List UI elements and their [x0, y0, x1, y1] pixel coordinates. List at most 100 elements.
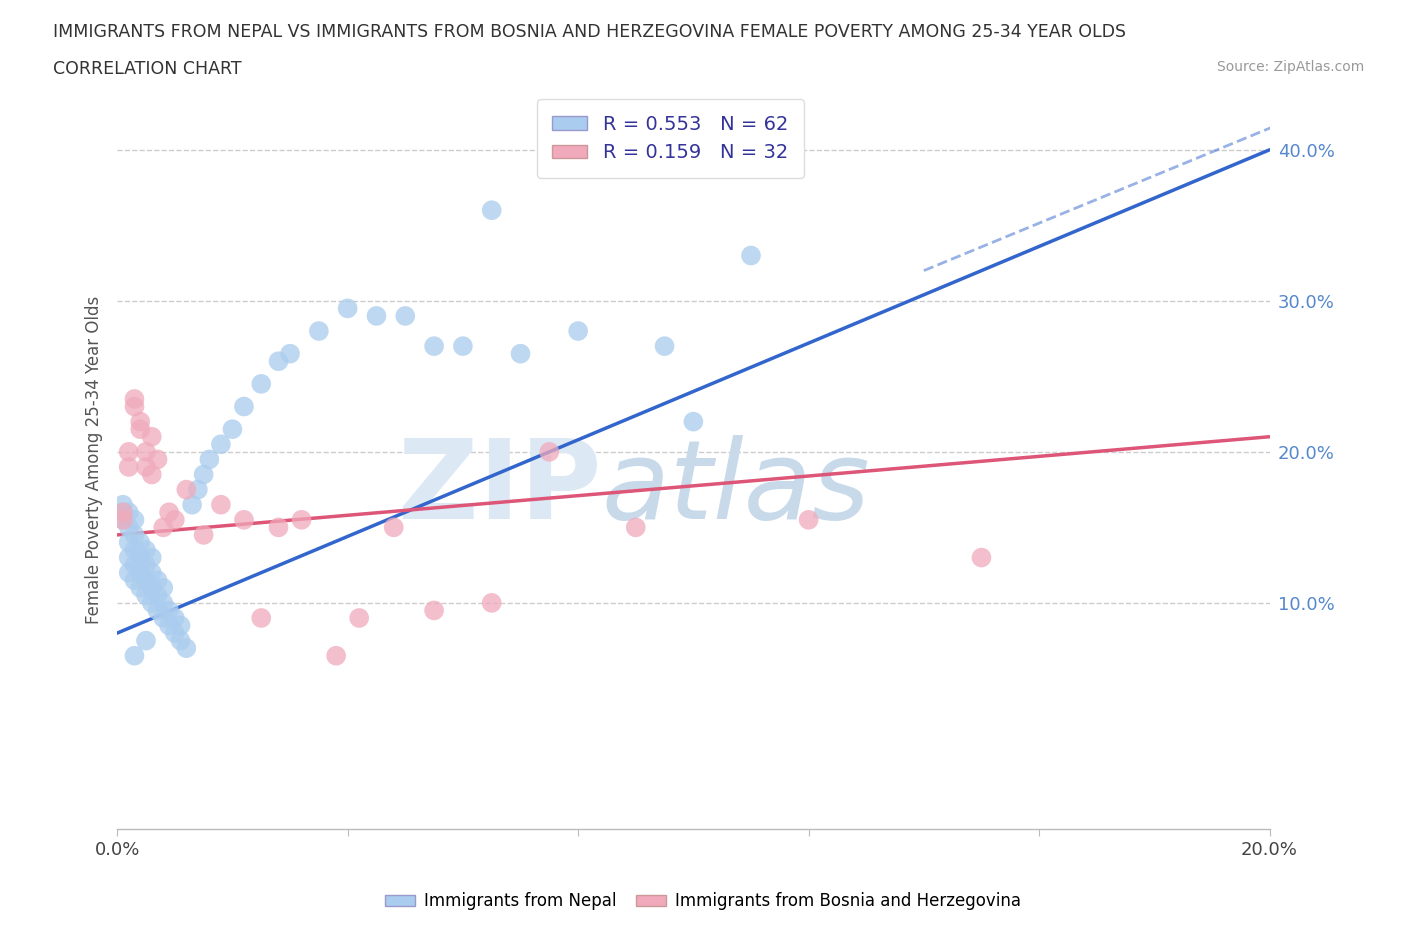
Point	[146, 603, 169, 618]
Point	[233, 399, 256, 414]
Point	[135, 558, 157, 573]
Point	[135, 445, 157, 459]
Point	[141, 430, 163, 445]
Point	[129, 580, 152, 595]
Point	[193, 527, 215, 542]
Point	[267, 520, 290, 535]
Point	[481, 595, 503, 610]
Point	[124, 527, 146, 542]
Point	[118, 565, 141, 580]
Point	[267, 353, 290, 368]
Point	[221, 421, 243, 436]
Point	[382, 520, 405, 535]
Point	[308, 324, 330, 339]
Point	[129, 535, 152, 550]
Point	[797, 512, 820, 527]
Point	[187, 482, 209, 497]
Point	[538, 445, 561, 459]
Point	[624, 520, 647, 535]
Text: Source: ZipAtlas.com: Source: ZipAtlas.com	[1216, 60, 1364, 74]
Point	[129, 414, 152, 429]
Point	[118, 551, 141, 565]
Point	[135, 542, 157, 557]
Point	[141, 565, 163, 580]
Point	[209, 437, 232, 452]
Point	[135, 588, 157, 603]
Point	[157, 603, 180, 618]
Point	[141, 551, 163, 565]
Point	[157, 505, 180, 520]
Text: IMMIGRANTS FROM NEPAL VS IMMIGRANTS FROM BOSNIA AND HERZEGOVINA FEMALE POVERTY A: IMMIGRANTS FROM NEPAL VS IMMIGRANTS FROM…	[53, 23, 1126, 41]
Point	[366, 309, 388, 324]
Point	[169, 618, 191, 633]
Point	[124, 558, 146, 573]
Point	[129, 421, 152, 436]
Point	[141, 580, 163, 595]
Point	[111, 512, 134, 527]
Point	[163, 626, 186, 641]
Point	[135, 573, 157, 588]
Point	[146, 588, 169, 603]
Point	[141, 467, 163, 482]
Point	[325, 648, 347, 663]
Point	[682, 414, 704, 429]
Point	[152, 580, 174, 595]
Point	[135, 633, 157, 648]
Point	[129, 551, 152, 565]
Point	[118, 520, 141, 535]
Point	[118, 535, 141, 550]
Point	[111, 512, 134, 527]
Point	[129, 565, 152, 580]
Point	[481, 203, 503, 218]
Text: atlas: atlas	[602, 435, 870, 542]
Point	[124, 392, 146, 406]
Point	[347, 610, 370, 625]
Point	[209, 498, 232, 512]
Legend: Immigrants from Nepal, Immigrants from Bosnia and Herzegovina: Immigrants from Nepal, Immigrants from B…	[378, 885, 1028, 917]
Point	[146, 573, 169, 588]
Point	[176, 482, 198, 497]
Point	[423, 603, 446, 618]
Point	[193, 467, 215, 482]
Point	[198, 452, 221, 467]
Point	[163, 512, 186, 527]
Point	[394, 309, 416, 324]
Point	[124, 399, 146, 414]
Point	[124, 542, 146, 557]
Point	[118, 459, 141, 474]
Point	[509, 346, 531, 361]
Text: CORRELATION CHART: CORRELATION CHART	[53, 60, 242, 78]
Point	[146, 452, 169, 467]
Point	[124, 512, 146, 527]
Point	[111, 505, 134, 520]
Point	[118, 445, 141, 459]
Point	[290, 512, 312, 527]
Point	[169, 633, 191, 648]
Point	[124, 573, 146, 588]
Point	[451, 339, 474, 353]
Point	[152, 520, 174, 535]
Point	[124, 648, 146, 663]
Point	[654, 339, 676, 353]
Point	[163, 610, 186, 625]
Point	[111, 498, 134, 512]
Point	[135, 459, 157, 474]
Legend: R = 0.553   N = 62, R = 0.159   N = 32: R = 0.553 N = 62, R = 0.159 N = 32	[537, 100, 804, 178]
Point	[740, 248, 762, 263]
Point	[278, 346, 301, 361]
Point	[176, 641, 198, 656]
Text: ZIP: ZIP	[398, 435, 602, 542]
Point	[336, 301, 359, 316]
Point	[152, 610, 174, 625]
Point	[970, 551, 993, 565]
Point	[233, 512, 256, 527]
Point	[250, 610, 273, 625]
Point	[181, 498, 204, 512]
Y-axis label: Female Poverty Among 25-34 Year Olds: Female Poverty Among 25-34 Year Olds	[86, 295, 103, 623]
Point	[250, 377, 273, 392]
Point	[141, 595, 163, 610]
Point	[118, 505, 141, 520]
Point	[111, 505, 134, 520]
Point	[423, 339, 446, 353]
Point	[157, 618, 180, 633]
